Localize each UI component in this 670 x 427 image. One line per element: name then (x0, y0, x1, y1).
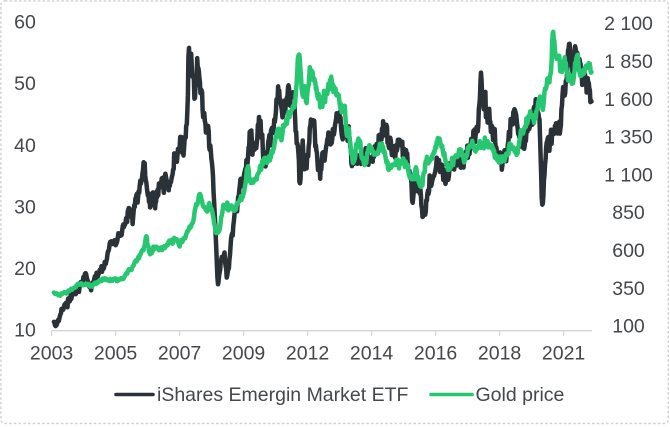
svg-text:2005: 2005 (94, 343, 138, 365)
svg-text:50: 50 (14, 73, 36, 95)
svg-text:2014: 2014 (350, 343, 394, 365)
svg-text:2 100: 2 100 (604, 13, 653, 35)
svg-text:60: 60 (14, 12, 36, 34)
svg-text:10: 10 (14, 319, 36, 341)
svg-text:2009: 2009 (222, 343, 265, 365)
svg-text:1 600: 1 600 (604, 89, 653, 111)
svg-text:iShares Emergin Market ETF: iShares Emergin Market ETF (157, 384, 408, 406)
svg-text:2012: 2012 (286, 343, 329, 365)
svg-text:100: 100 (612, 316, 645, 338)
svg-text:20: 20 (14, 258, 36, 280)
svg-text:2016: 2016 (414, 343, 457, 365)
svg-text:2018: 2018 (478, 343, 521, 365)
svg-text:1 100: 1 100 (604, 164, 653, 186)
svg-text:30: 30 (14, 196, 36, 218)
svg-text:40: 40 (14, 135, 36, 157)
svg-text:350: 350 (612, 278, 645, 300)
svg-text:2021: 2021 (542, 343, 585, 365)
svg-text:2003: 2003 (30, 343, 73, 365)
svg-text:2007: 2007 (158, 343, 201, 365)
svg-text:600: 600 (612, 240, 645, 262)
svg-text:1 850: 1 850 (604, 51, 653, 73)
svg-text:Gold price: Gold price (476, 384, 565, 406)
svg-text:850: 850 (612, 202, 645, 224)
svg-text:1 350: 1 350 (604, 127, 653, 149)
